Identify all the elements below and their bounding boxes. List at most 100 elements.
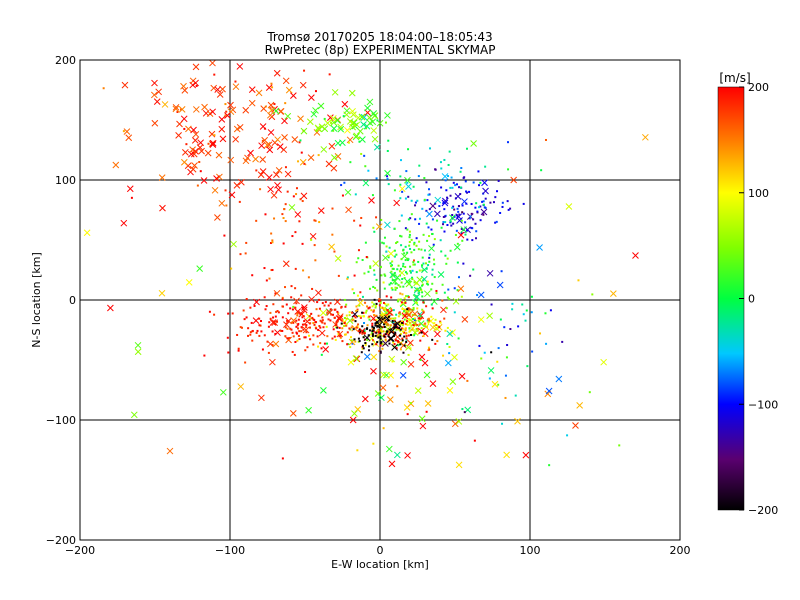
- data-point-dot: [227, 312, 230, 315]
- data-point-dot: [255, 331, 258, 334]
- data-point-cross: [261, 136, 269, 144]
- data-point-dot: [417, 175, 420, 178]
- data-point-dot: [378, 326, 381, 329]
- data-point-cross: [444, 359, 452, 367]
- data-point-dot: [433, 322, 436, 325]
- data-point-dot: [475, 237, 478, 240]
- data-point-dot: [353, 338, 356, 341]
- data-point-cross: [446, 330, 454, 338]
- data-point-dot: [453, 287, 456, 290]
- data-point-dot: [457, 276, 460, 279]
- data-point-cross: [259, 123, 267, 130]
- data-point-dot: [371, 327, 374, 330]
- data-point-dot: [391, 360, 394, 363]
- data-point-dot: [363, 154, 366, 157]
- data-point-dot: [483, 351, 486, 354]
- data-point-dot: [355, 261, 358, 264]
- data-point-dot: [333, 316, 336, 319]
- data-point-cross: [366, 119, 374, 127]
- data-point-dot: [271, 239, 274, 242]
- data-point-dot: [370, 309, 373, 312]
- data-point-dot: [407, 195, 410, 198]
- data-point-cross: [269, 358, 276, 366]
- data-point-dot: [286, 190, 289, 193]
- data-point-dot: [370, 333, 373, 336]
- data-point-dot: [265, 279, 268, 282]
- data-point-dot: [375, 216, 378, 219]
- data-point-dot: [274, 332, 277, 335]
- data-point-dot: [412, 308, 415, 311]
- data-point-dot: [404, 245, 407, 248]
- data-point-dot: [478, 184, 481, 187]
- data-point-cross: [166, 447, 174, 455]
- data-point-dot: [442, 201, 445, 204]
- data-point-cross: [192, 130, 200, 138]
- data-point-cross: [482, 187, 489, 195]
- data-point-dot: [321, 302, 324, 305]
- data-point-dot: [386, 309, 389, 312]
- data-point-dot: [383, 333, 386, 336]
- data-point-dot: [469, 215, 472, 218]
- data-point-dot: [399, 234, 402, 237]
- data-point-dot: [303, 69, 306, 72]
- data-point-dot: [404, 327, 407, 330]
- data-point-cross: [290, 317, 297, 324]
- data-point-cross: [449, 214, 456, 222]
- data-point-dot: [414, 201, 417, 204]
- data-point-cross: [413, 279, 420, 287]
- data-point-dot: [400, 281, 403, 284]
- data-point-cross: [182, 149, 189, 156]
- data-point-cross: [328, 142, 336, 150]
- data-point-dot: [434, 202, 437, 205]
- data-point-dot: [386, 149, 389, 152]
- data-point-dot: [387, 314, 390, 317]
- data-point-dot: [453, 215, 456, 218]
- data-point-dot: [357, 257, 360, 260]
- data-point-dot: [400, 301, 403, 304]
- data-point-dot: [303, 320, 306, 323]
- data-point-dot: [443, 158, 446, 161]
- data-point-dot: [225, 204, 228, 207]
- data-point-dot: [397, 284, 400, 287]
- data-point-dot: [224, 189, 227, 192]
- data-point-dot: [449, 249, 452, 252]
- data-point-dot: [316, 301, 319, 304]
- data-point-dot: [350, 339, 353, 342]
- data-point-dot: [419, 288, 422, 291]
- data-point-dot: [402, 327, 405, 330]
- data-point-dot: [449, 220, 452, 223]
- data-point-cross: [405, 183, 412, 190]
- data-point-dot: [312, 343, 315, 346]
- data-point-dot: [413, 318, 416, 321]
- data-point-dot: [239, 253, 242, 256]
- data-point-dot: [392, 267, 395, 270]
- data-point-dot: [440, 186, 443, 189]
- data-point-dot: [287, 312, 290, 315]
- data-point-dot: [291, 308, 294, 311]
- data-point-dot: [371, 305, 374, 308]
- data-point-dot: [284, 326, 287, 329]
- data-point-dot: [415, 301, 418, 304]
- data-point-dot: [461, 239, 464, 242]
- data-point-dot: [422, 233, 425, 236]
- data-point-dot: [427, 188, 430, 191]
- data-point-cross: [421, 359, 429, 367]
- data-point-dot: [432, 258, 435, 261]
- data-point-dot: [455, 183, 458, 186]
- data-point-dot: [271, 344, 274, 347]
- data-point-dot: [404, 329, 407, 332]
- data-point-dot: [427, 317, 430, 320]
- colorbar-tick-label: −200: [748, 504, 778, 517]
- data-point-dot: [247, 334, 250, 337]
- x-tick-label: −200: [65, 544, 95, 557]
- data-point-cross: [331, 154, 338, 161]
- data-point-dot: [259, 324, 262, 327]
- data-point-cross: [337, 125, 345, 133]
- data-point-cross: [405, 311, 413, 319]
- data-point-dot: [402, 314, 405, 317]
- data-point-dot: [314, 259, 317, 262]
- data-point-dot: [456, 215, 459, 218]
- data-point-dot: [495, 220, 498, 223]
- data-point-dot: [439, 321, 442, 324]
- data-point-cross: [362, 179, 370, 187]
